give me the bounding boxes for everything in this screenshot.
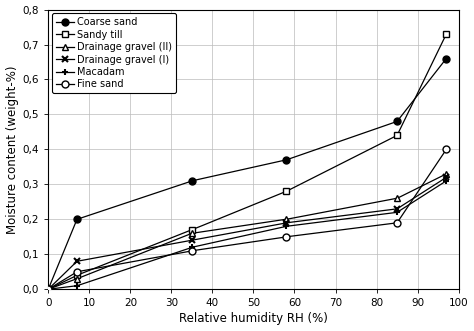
Line: Macadam: Macadam: [45, 177, 450, 293]
Coarse sand: [189, 179, 195, 183]
Drainage gravel (I): [283, 221, 289, 225]
Line: Drainage gravel (II): Drainage gravel (II): [45, 170, 450, 293]
Coarse sand: [74, 217, 80, 221]
Macadam: [46, 287, 51, 291]
Line: Coarse sand: Coarse sand: [45, 55, 450, 293]
Coarse sand: [394, 119, 400, 123]
Coarse sand: [46, 287, 51, 291]
Macadam: [394, 210, 400, 214]
Drainage gravel (I): [74, 259, 80, 263]
Drainage gravel (II): [189, 231, 195, 235]
Sandy till: [394, 133, 400, 137]
Sandy till: [283, 189, 289, 193]
Coarse sand: [283, 158, 289, 162]
Fine sand: [74, 270, 80, 274]
Sandy till: [46, 287, 51, 291]
Drainage gravel (I): [46, 287, 51, 291]
Macadam: [74, 284, 80, 288]
Sandy till: [189, 228, 195, 232]
Sandy till: [444, 32, 449, 36]
Macadam: [283, 224, 289, 228]
Line: Fine sand: Fine sand: [45, 146, 450, 293]
Fine sand: [394, 221, 400, 225]
Coarse sand: [444, 57, 449, 61]
Fine sand: [283, 235, 289, 239]
Y-axis label: Moisture content (weight-%): Moisture content (weight-%): [6, 65, 18, 234]
Macadam: [444, 179, 449, 183]
Line: Sandy till: Sandy till: [45, 30, 450, 293]
Macadam: [189, 245, 195, 249]
Sandy till: [74, 273, 80, 277]
Fine sand: [444, 147, 449, 151]
Fine sand: [46, 287, 51, 291]
Drainage gravel (II): [444, 172, 449, 176]
Drainage gravel (I): [394, 207, 400, 211]
Drainage gravel (II): [46, 287, 51, 291]
Fine sand: [189, 249, 195, 253]
Drainage gravel (I): [189, 238, 195, 242]
Legend: Coarse sand, Sandy till, Drainage gravel (II), Drainage gravel (I), Macadam, Fin: Coarse sand, Sandy till, Drainage gravel…: [52, 14, 176, 93]
Line: Drainage gravel (I): Drainage gravel (I): [45, 174, 450, 293]
Drainage gravel (II): [283, 217, 289, 221]
Drainage gravel (I): [444, 175, 449, 179]
Drainage gravel (II): [394, 196, 400, 200]
X-axis label: Relative humidity RH (%): Relative humidity RH (%): [179, 312, 328, 325]
Drainage gravel (II): [74, 277, 80, 281]
